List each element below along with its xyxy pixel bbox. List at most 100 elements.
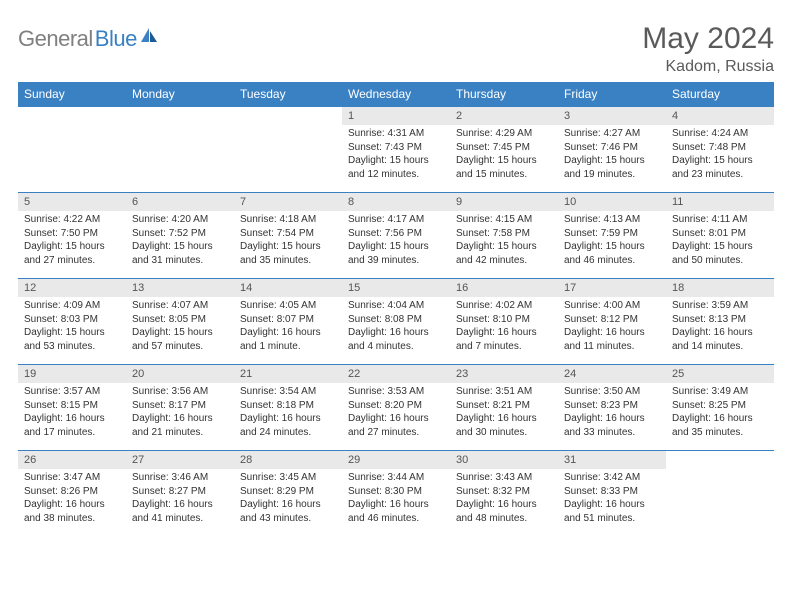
daylight-line: Daylight: 16 hours and 7 minutes. [456, 326, 552, 353]
calendar-cell [18, 107, 126, 193]
daylight-line: Daylight: 16 hours and 38 minutes. [24, 498, 120, 525]
calendar-cell: 6Sunrise: 4:20 AMSunset: 7:52 PMDaylight… [126, 193, 234, 279]
daylight-line: Daylight: 15 hours and 57 minutes. [132, 326, 228, 353]
weekday-header: Sunday [18, 82, 126, 107]
day-number: 2 [450, 107, 558, 125]
sunrise-line: Sunrise: 4:31 AM [348, 127, 444, 141]
weekday-header: Monday [126, 82, 234, 107]
day-number: 20 [126, 365, 234, 383]
calendar-cell: 19Sunrise: 3:57 AMSunset: 8:15 PMDayligh… [18, 365, 126, 451]
sunrise-line: Sunrise: 4:07 AM [132, 299, 228, 313]
day-info: Sunrise: 4:22 AMSunset: 7:50 PMDaylight:… [18, 211, 126, 271]
sunrise-line: Sunrise: 3:57 AM [24, 385, 120, 399]
daylight-line: Daylight: 16 hours and 1 minute. [240, 326, 336, 353]
daylight-line: Daylight: 16 hours and 4 minutes. [348, 326, 444, 353]
day-number: 10 [558, 193, 666, 211]
sunset-line: Sunset: 8:21 PM [456, 399, 552, 413]
daylight-line: Daylight: 16 hours and 33 minutes. [564, 412, 660, 439]
day-number: 3 [558, 107, 666, 125]
calendar-cell: 10 Sunrise: 4:13 AMSunset: 7:59 PMDayligh… [558, 193, 666, 279]
day-info: Sunrise: 4:24 AMSunset: 7:48 PMDaylight:… [666, 125, 774, 185]
day-number: 12 [18, 279, 126, 297]
sunrise-line: Sunrise: 4:17 AM [348, 213, 444, 227]
calendar-cell: 30Sunrise: 3:43 AMSunset: 8:32 PMDayligh… [450, 451, 558, 537]
calendar-cell: 13Sunrise: 4:07 AMSunset: 8:05 PMDayligh… [126, 279, 234, 365]
sunset-line: Sunset: 7:52 PM [132, 227, 228, 241]
calendar-cell: 12Sunrise: 4:09 AMSunset: 8:03 PMDayligh… [18, 279, 126, 365]
calendar-table: SundayMondayTuesdayWednesdayThursdayFrid… [18, 82, 774, 537]
daylight-line: Daylight: 16 hours and 14 minutes. [672, 326, 768, 353]
sunset-line: Sunset: 8:18 PM [240, 399, 336, 413]
day-number: 15 [342, 279, 450, 297]
day-info: Sunrise: 4:17 AMSunset: 7:56 PMDaylight:… [342, 211, 450, 271]
daylight-line: Daylight: 16 hours and 30 minutes. [456, 412, 552, 439]
calendar-cell: 29Sunrise: 3:44 AMSunset: 8:30 PMDayligh… [342, 451, 450, 537]
day-info: Sunrise: 4:05 AMSunset: 8:07 PMDaylight:… [234, 297, 342, 357]
sunrise-line: Sunrise: 4:05 AM [240, 299, 336, 313]
day-number: 5 [18, 193, 126, 211]
calendar-cell: 2Sunrise: 4:29 AMSunset: 7:45 PMDaylight… [450, 107, 558, 193]
day-info: Sunrise: 3:57 AMSunset: 8:15 PMDaylight:… [18, 383, 126, 443]
calendar-cell [126, 107, 234, 193]
calendar-cell: 25Sunrise: 3:49 AMSunset: 8:25 PMDayligh… [666, 365, 774, 451]
sunset-line: Sunset: 8:32 PM [456, 485, 552, 499]
weekday-header: Thursday [450, 82, 558, 107]
day-info: Sunrise: 4:11 AMSunset: 8:01 PMDaylight:… [666, 211, 774, 271]
daylight-line: Daylight: 15 hours and 46 minutes. [564, 240, 660, 267]
sunset-line: Sunset: 8:27 PM [132, 485, 228, 499]
day-number: 26 [18, 451, 126, 469]
daylight-line: Daylight: 15 hours and 39 minutes. [348, 240, 444, 267]
sunrise-line: Sunrise: 4:22 AM [24, 213, 120, 227]
day-number: 28 [234, 451, 342, 469]
day-number: 18 [666, 279, 774, 297]
day-number: 24 [558, 365, 666, 383]
daylight-line: Daylight: 15 hours and 35 minutes. [240, 240, 336, 267]
sunset-line: Sunset: 7:54 PM [240, 227, 336, 241]
daylight-line: Daylight: 15 hours and 19 minutes. [564, 154, 660, 181]
calendar-cell: 22Sunrise: 3:53 AMSunset: 8:20 PMDayligh… [342, 365, 450, 451]
sunrise-line: Sunrise: 4:09 AM [24, 299, 120, 313]
sunrise-line: Sunrise: 3:50 AM [564, 385, 660, 399]
logo: GeneralBlue [18, 26, 159, 52]
sunset-line: Sunset: 8:20 PM [348, 399, 444, 413]
calendar-cell: 23Sunrise: 3:51 AMSunset: 8:21 PMDayligh… [450, 365, 558, 451]
day-number: 21 [234, 365, 342, 383]
daylight-line: Daylight: 15 hours and 42 minutes. [456, 240, 552, 267]
daylight-line: Daylight: 16 hours and 21 minutes. [132, 412, 228, 439]
sunrise-line: Sunrise: 4:18 AM [240, 213, 336, 227]
calendar-week-row: 26Sunrise: 3:47 AMSunset: 8:26 PMDayligh… [18, 451, 774, 537]
sunset-line: Sunset: 8:25 PM [672, 399, 768, 413]
sunrise-line: Sunrise: 4:29 AM [456, 127, 552, 141]
day-number: 14 [234, 279, 342, 297]
day-info: Sunrise: 3:54 AMSunset: 8:18 PMDaylight:… [234, 383, 342, 443]
day-number: 16 [450, 279, 558, 297]
calendar-cell: 4Sunrise: 4:24 AMSunset: 7:48 PMDaylight… [666, 107, 774, 193]
calendar-cell: 9Sunrise: 4:15 AMSunset: 7:58 PMDaylight… [450, 193, 558, 279]
day-info: Sunrise: 4:09 AMSunset: 8:03 PMDaylight:… [18, 297, 126, 357]
sunrise-line: Sunrise: 4:27 AM [564, 127, 660, 141]
calendar-cell [666, 451, 774, 537]
weekday-header: Friday [558, 82, 666, 107]
sunrise-line: Sunrise: 3:43 AM [456, 471, 552, 485]
daylight-line: Daylight: 16 hours and 24 minutes. [240, 412, 336, 439]
sunrise-line: Sunrise: 3:56 AM [132, 385, 228, 399]
daylight-line: Daylight: 15 hours and 27 minutes. [24, 240, 120, 267]
calendar-cell: 7Sunrise: 4:18 AMSunset: 7:54 PMDaylight… [234, 193, 342, 279]
calendar-cell: 27Sunrise: 3:46 AMSunset: 8:27 PMDayligh… [126, 451, 234, 537]
day-info: Sunrise: 3:47 AMSunset: 8:26 PMDaylight:… [18, 469, 126, 529]
day-info: Sunrise: 3:43 AMSunset: 8:32 PMDaylight:… [450, 469, 558, 529]
day-number: 25 [666, 365, 774, 383]
day-info: Sunrise: 3:49 AMSunset: 8:25 PMDaylight:… [666, 383, 774, 443]
day-info: Sunrise: 3:50 AMSunset: 8:23 PMDaylight:… [558, 383, 666, 443]
calendar-cell [234, 107, 342, 193]
sunrise-line: Sunrise: 3:45 AM [240, 471, 336, 485]
sunrise-line: Sunrise: 4:13 AM [564, 213, 660, 227]
sunset-line: Sunset: 7:59 PM [564, 227, 660, 241]
calendar-cell: 26Sunrise: 3:47 AMSunset: 8:26 PMDayligh… [18, 451, 126, 537]
sunset-line: Sunset: 7:43 PM [348, 141, 444, 155]
day-info: Sunrise: 3:56 AMSunset: 8:17 PMDaylight:… [126, 383, 234, 443]
sunrise-line: Sunrise: 3:47 AM [24, 471, 120, 485]
sunset-line: Sunset: 8:05 PM [132, 313, 228, 327]
sunset-line: Sunset: 8:30 PM [348, 485, 444, 499]
day-info: Sunrise: 4:20 AMSunset: 7:52 PMDaylight:… [126, 211, 234, 271]
